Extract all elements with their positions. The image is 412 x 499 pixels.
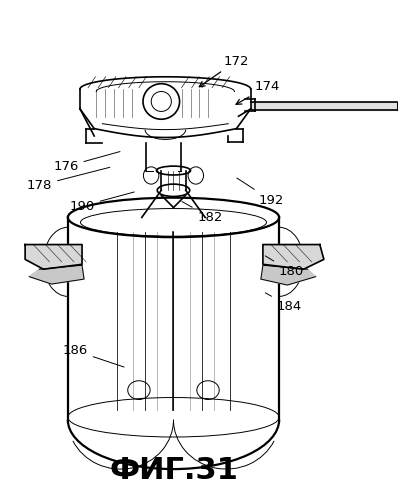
Text: 192: 192 bbox=[237, 178, 284, 207]
Text: 176: 176 bbox=[53, 152, 120, 173]
Polygon shape bbox=[25, 245, 82, 269]
Text: 178: 178 bbox=[27, 167, 110, 192]
Polygon shape bbox=[29, 265, 84, 284]
Text: ФИГ.31: ФИГ.31 bbox=[109, 456, 238, 485]
Text: 172: 172 bbox=[199, 54, 249, 87]
Text: 190: 190 bbox=[69, 192, 134, 213]
Text: 182: 182 bbox=[182, 202, 223, 224]
Polygon shape bbox=[263, 245, 324, 269]
Text: 184: 184 bbox=[265, 293, 302, 313]
Text: 180: 180 bbox=[265, 256, 304, 278]
Text: 186: 186 bbox=[63, 344, 124, 367]
Polygon shape bbox=[261, 265, 316, 285]
Text: 174: 174 bbox=[236, 80, 280, 104]
